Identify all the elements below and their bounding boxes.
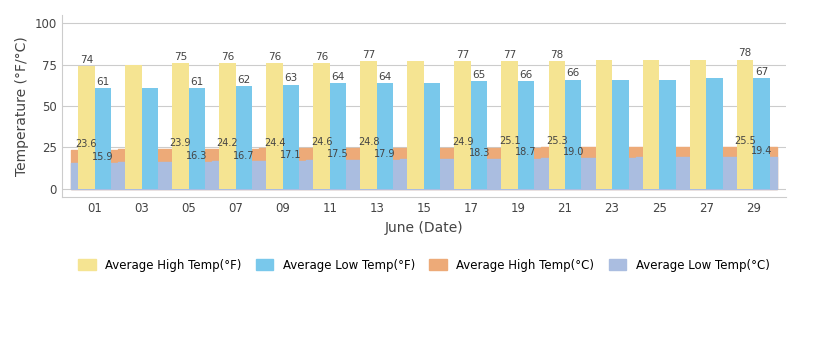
Text: 24.8: 24.8 bbox=[358, 137, 379, 147]
Bar bbox=[360, 62, 377, 189]
Bar bbox=[142, 88, 158, 189]
Text: 17.9: 17.9 bbox=[374, 149, 396, 159]
Text: 76: 76 bbox=[268, 52, 281, 62]
Bar bbox=[188, 88, 205, 189]
Bar bbox=[659, 80, 676, 189]
Bar bbox=[78, 66, 95, 189]
Text: 18.7: 18.7 bbox=[515, 147, 537, 157]
Text: 78: 78 bbox=[550, 50, 564, 60]
Text: 62: 62 bbox=[237, 75, 251, 85]
Y-axis label: Temperature (°F/°C): Temperature (°F/°C) bbox=[15, 36, 29, 176]
Text: 65: 65 bbox=[472, 70, 486, 80]
Text: 76: 76 bbox=[315, 52, 328, 62]
Bar bbox=[408, 62, 424, 189]
Text: 24.6: 24.6 bbox=[310, 137, 332, 147]
Text: 77: 77 bbox=[362, 50, 375, 60]
Bar bbox=[172, 63, 188, 189]
Bar bbox=[501, 62, 518, 189]
Text: 16.3: 16.3 bbox=[186, 151, 208, 161]
Text: 23.6: 23.6 bbox=[76, 139, 97, 149]
Text: 25.3: 25.3 bbox=[546, 136, 568, 146]
Text: 63: 63 bbox=[285, 73, 298, 83]
Bar bbox=[236, 86, 252, 189]
Text: 17.1: 17.1 bbox=[281, 150, 302, 160]
Bar bbox=[330, 83, 346, 189]
Text: 19.4: 19.4 bbox=[750, 146, 772, 156]
Bar bbox=[737, 60, 753, 189]
Text: 64: 64 bbox=[331, 72, 344, 81]
Bar bbox=[642, 60, 659, 189]
Bar bbox=[424, 83, 441, 189]
Text: 24.4: 24.4 bbox=[264, 138, 286, 148]
Text: 74: 74 bbox=[80, 55, 93, 65]
Bar bbox=[753, 78, 769, 189]
Bar bbox=[471, 81, 487, 189]
Text: 66: 66 bbox=[567, 68, 580, 78]
Bar bbox=[283, 85, 300, 189]
Bar bbox=[455, 62, 471, 189]
Bar bbox=[690, 60, 706, 189]
Text: 77: 77 bbox=[503, 50, 516, 60]
Text: 75: 75 bbox=[173, 52, 187, 62]
Text: 67: 67 bbox=[754, 67, 768, 77]
Bar bbox=[219, 63, 236, 189]
Text: 25.5: 25.5 bbox=[734, 136, 756, 146]
Text: 25.1: 25.1 bbox=[499, 136, 520, 147]
Text: 61: 61 bbox=[96, 76, 110, 87]
Text: 64: 64 bbox=[378, 72, 392, 81]
Text: 78: 78 bbox=[739, 49, 751, 58]
Bar bbox=[596, 60, 612, 189]
Bar bbox=[706, 78, 723, 189]
Bar bbox=[95, 88, 111, 189]
Text: 15.9: 15.9 bbox=[92, 152, 114, 162]
Bar bbox=[125, 65, 142, 189]
Bar bbox=[612, 80, 628, 189]
Text: 17.5: 17.5 bbox=[327, 150, 349, 159]
Text: 23.9: 23.9 bbox=[169, 139, 191, 148]
Bar bbox=[266, 63, 283, 189]
Text: 19.0: 19.0 bbox=[563, 147, 584, 157]
Text: 61: 61 bbox=[190, 76, 203, 87]
Text: 24.9: 24.9 bbox=[452, 137, 473, 147]
Text: 24.2: 24.2 bbox=[217, 138, 238, 148]
Text: 16.7: 16.7 bbox=[233, 151, 255, 161]
Legend: Average High Temp(°F), Average Low Temp(°F), Average High Temp(°C), Average Low : Average High Temp(°F), Average Low Temp(… bbox=[73, 254, 774, 277]
Bar bbox=[377, 83, 393, 189]
Text: 66: 66 bbox=[520, 70, 533, 80]
Bar bbox=[518, 81, 535, 189]
Text: 18.3: 18.3 bbox=[468, 148, 490, 158]
X-axis label: June (Date): June (Date) bbox=[384, 220, 463, 235]
Text: 76: 76 bbox=[221, 52, 234, 62]
Bar bbox=[549, 62, 565, 189]
Bar bbox=[314, 63, 330, 189]
Bar bbox=[565, 80, 582, 189]
Text: 77: 77 bbox=[456, 50, 469, 60]
